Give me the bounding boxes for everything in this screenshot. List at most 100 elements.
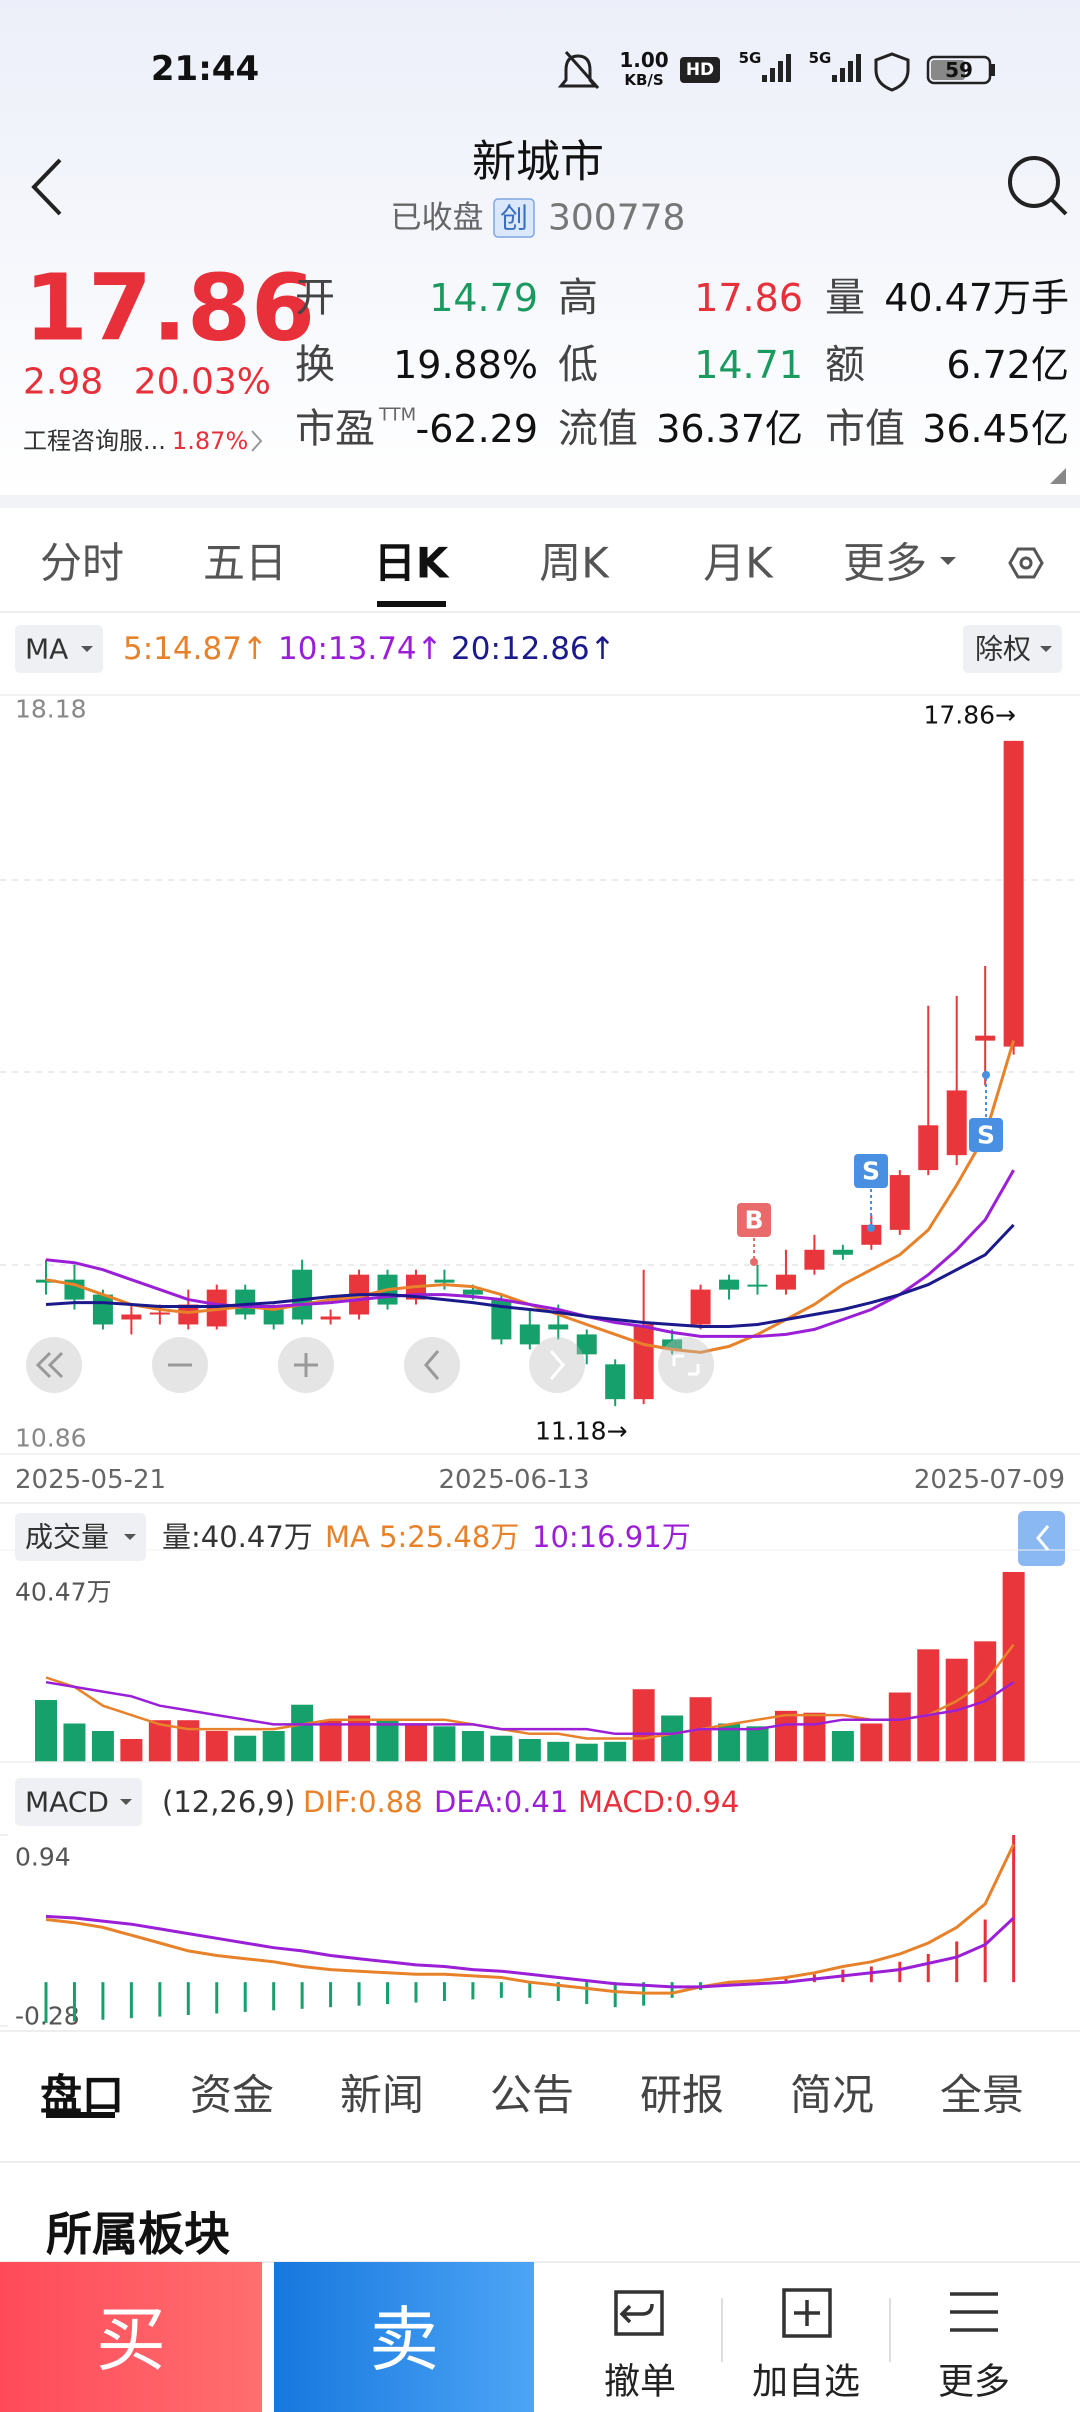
volume-bar <box>632 1689 655 1762</box>
chart-tab[interactable]: 周K <box>539 539 610 588</box>
indicator-select-box[interactable] <box>15 625 103 673</box>
volume-bar <box>433 1726 456 1762</box>
chart-tab[interactable]: 分时 <box>40 539 124 588</box>
x-tick-label: 2025-07-09 <box>914 1465 1065 1495</box>
chart-tab[interactable]: 月K <box>703 539 774 588</box>
nav-button[interactable] <box>529 1337 585 1393</box>
signal-bar <box>840 68 845 82</box>
candle-body <box>775 1274 796 1290</box>
volume-bar <box>461 1731 484 1762</box>
dropdown-arrow <box>1040 646 1052 652</box>
detail-tab[interactable]: 新闻 <box>340 2071 424 2120</box>
dropdown-arrow <box>124 1534 136 1540</box>
volume-bar <box>63 1723 86 1762</box>
signal-bar <box>770 68 775 82</box>
macd-line <box>45 1843 1015 1995</box>
action-label[interactable]: 加自选 <box>752 2362 860 2403</box>
stock-name: 新城市 <box>472 137 604 188</box>
volume-bar <box>803 1712 826 1762</box>
mute-icon <box>557 51 600 89</box>
macd-select: MACD <box>25 1786 109 1819</box>
nav-icon <box>549 1350 565 1380</box>
marker-dot <box>982 1071 990 1079</box>
field-label: 流值 <box>558 406 638 452</box>
board-label: 创 <box>500 202 528 235</box>
field-value: 17.86 <box>694 276 803 320</box>
chart-tab[interactable]: 五日 <box>203 539 287 588</box>
candle-body <box>491 1299 512 1340</box>
chart-tab[interactable]: 日K <box>374 539 450 588</box>
nav-button[interactable] <box>658 1337 714 1393</box>
candle-body <box>804 1249 825 1270</box>
detail-tab[interactable]: 盘口 <box>40 2071 124 2120</box>
legend-entry: 5:14.87↑ <box>123 631 268 667</box>
volume-bar <box>604 1741 627 1762</box>
trade-marker <box>854 1154 888 1188</box>
dropdown-arrow <box>81 646 93 652</box>
signal-bar <box>762 75 767 82</box>
field-label: 额 <box>825 342 865 388</box>
candle-body <box>235 1289 256 1315</box>
detail-tab[interactable]: 全景 <box>940 2071 1024 2120</box>
field-value: 40.47万手 <box>884 276 1069 320</box>
nav-button[interactable] <box>26 1337 82 1393</box>
field-value: 19.88% <box>393 343 538 387</box>
x-tick-label: 2025-05-21 <box>15 1465 166 1495</box>
detail-tab[interactable]: 公告 <box>490 2071 574 2120</box>
ma-line <box>45 1169 1015 1338</box>
volume-bar <box>120 1738 143 1762</box>
sell-button[interactable] <box>274 2262 534 2412</box>
field-label: 低 <box>558 342 598 388</box>
price-change: 2.98 <box>23 362 103 403</box>
price-change-pct: 20.03% <box>134 362 271 403</box>
field-label-sup: TTM <box>378 405 416 426</box>
detail-tab[interactable]: 研报 <box>640 2071 724 2120</box>
nav-button[interactable] <box>404 1337 460 1393</box>
action-label[interactable]: 撤单 <box>604 2362 676 2403</box>
volume-select-box[interactable] <box>15 1513 146 1561</box>
volume-bar <box>234 1735 257 1762</box>
volume-bar <box>1002 1572 1025 1762</box>
signal-bar <box>786 54 791 82</box>
candle-body <box>1003 740 1024 1047</box>
header-bg <box>0 0 1080 500</box>
candle-body <box>946 1090 967 1156</box>
nav-icon <box>294 1353 318 1377</box>
back-button[interactable] <box>31 158 62 216</box>
volume-ma-line <box>45 1680 1015 1736</box>
marker-dot <box>750 1258 758 1266</box>
volume-bar <box>262 1731 285 1762</box>
dropdown-arrow <box>120 1799 132 1805</box>
indicator-select: MA <box>25 633 68 666</box>
candle-body <box>605 1364 626 1400</box>
adjust-box[interactable] <box>963 625 1062 673</box>
board-badge <box>493 198 535 238</box>
volume-bar <box>547 1741 570 1762</box>
candle-body <box>320 1316 341 1320</box>
action-label[interactable]: 更多 <box>938 2362 1010 2403</box>
high-annotation: 17.86→ <box>923 701 1016 730</box>
buy-button[interactable] <box>0 2262 262 2412</box>
chart-tab[interactable]: 更多 <box>843 539 927 588</box>
detail-tab[interactable]: 简况 <box>790 2071 874 2120</box>
settings-icon[interactable] <box>1008 547 1044 579</box>
field-label: 换 <box>295 342 335 388</box>
volume-bar <box>291 1704 314 1762</box>
chevron <box>251 430 263 452</box>
search-button[interactable] <box>1008 156 1068 216</box>
candle-body <box>690 1289 711 1325</box>
settings-icon-dot <box>1019 556 1033 570</box>
macd-select-box[interactable] <box>15 1778 142 1826</box>
volume-bar <box>319 1720 342 1762</box>
detail-tab[interactable]: 资金 <box>190 2071 274 2120</box>
volume-bar <box>860 1723 883 1762</box>
candle-body <box>178 1304 199 1325</box>
field-value: 36.45亿 <box>922 407 1069 451</box>
battery-cap <box>991 64 995 76</box>
side-tab[interactable] <box>1018 1511 1065 1566</box>
legend-entry: 10:13.74↑ <box>278 631 443 667</box>
shield-icon <box>874 52 910 92</box>
nav-icon <box>672 1354 700 1376</box>
field-value: 14.79 <box>429 276 538 320</box>
